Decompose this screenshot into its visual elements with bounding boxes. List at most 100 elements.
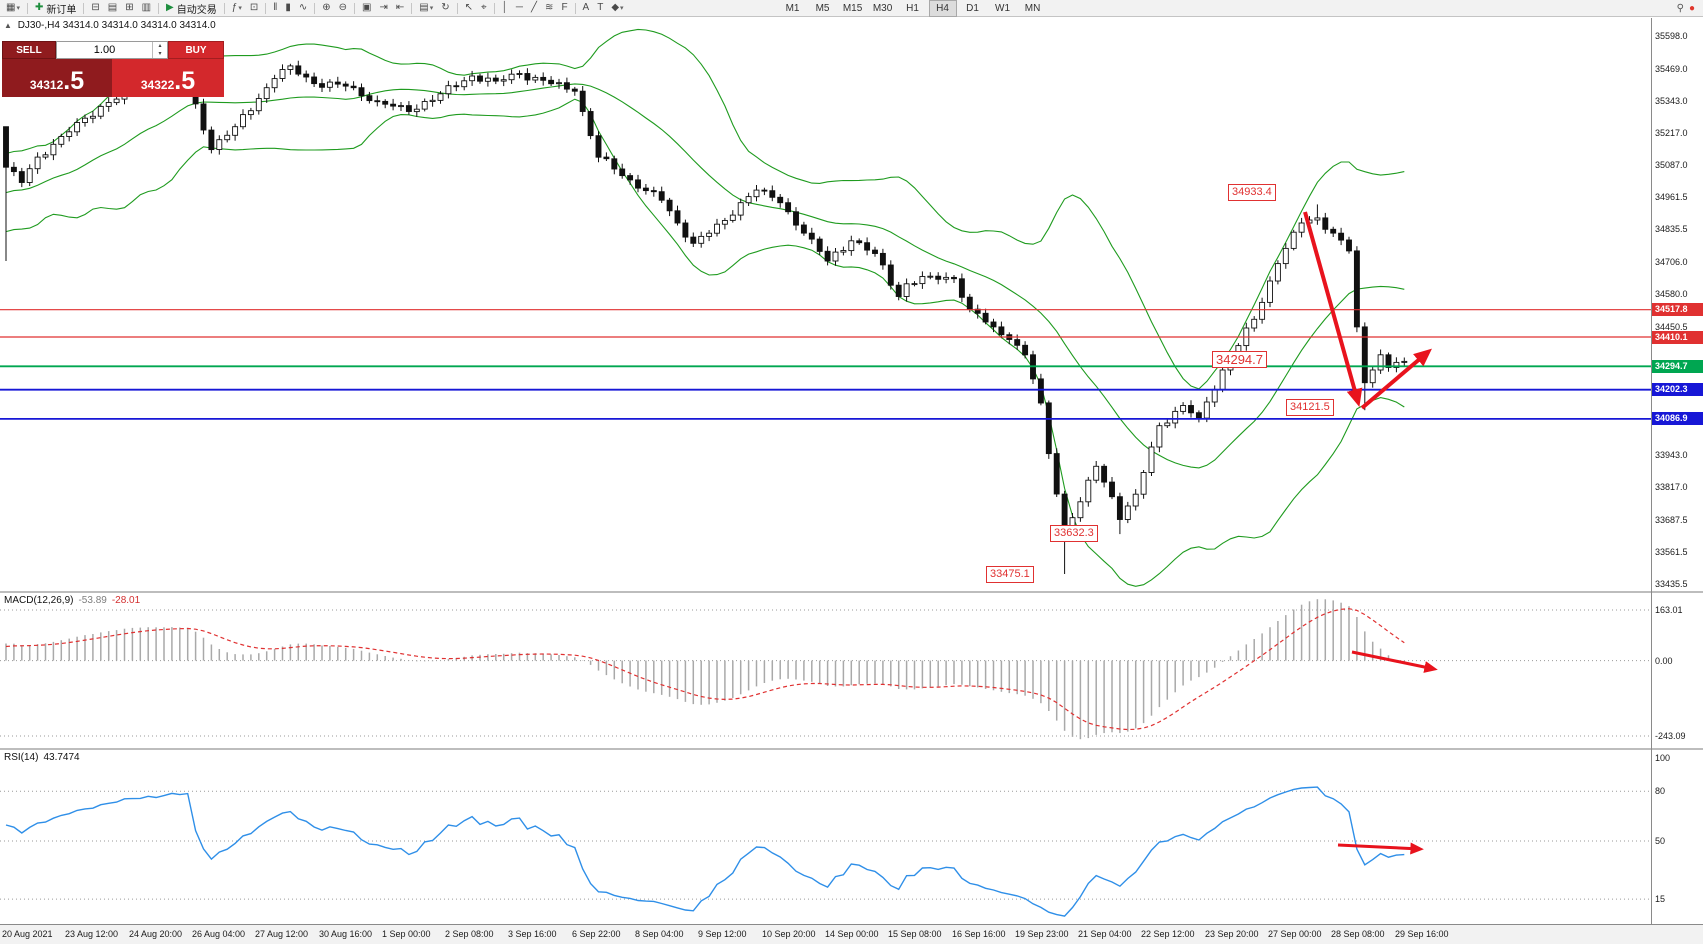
volume-increase-button[interactable]: ▴ [158,43,162,49]
new-chart-icon: ▦ [6,2,16,13]
chart-annotation-33475.1[interactable]: 33475.1 [986,566,1034,583]
fibonacci-icon[interactable]: F [558,0,570,17]
search-icon[interactable]: ⚲ [1676,2,1684,14]
data-window-icon[interactable]: ▤ [105,0,120,17]
price-tag-34294.7: 34294.7 [1652,360,1703,373]
bar-chart-icon[interactable]: ‖ [270,0,280,17]
terminal-icon[interactable]: ▥ [139,0,154,17]
time-axis-label: 16 Sep 16:00 [952,929,1006,939]
rsi-value: 43.7474 [43,752,80,763]
timeframe-h1[interactable]: H1 [906,2,919,14]
one-click-collapse-button[interactable]: ▲ [4,21,12,30]
zoom-in-icon[interactable]: ⊕ [319,0,333,17]
add-indicator-icon: ƒ [231,2,238,13]
tile-windows-icon[interactable]: ▣ [359,0,374,17]
line-chart-icon[interactable]: ∿ [296,0,310,17]
volume-decrease-button[interactable]: ▾ [158,51,162,57]
vertical-line-icon[interactable]: │ [499,0,511,17]
sell-button[interactable]: SELL [2,41,56,59]
time-axis-label: 26 Aug 04:00 [192,929,246,939]
add-indicator-icon[interactable]: ƒ ▾ [229,0,245,17]
zoom-out-icon[interactable]: ⊖ [336,0,350,17]
horizontal-level-lines[interactable] [0,309,1651,420]
price-tag-34202.3: 34202.3 [1652,383,1703,396]
buy-button[interactable]: BUY [168,41,224,59]
notification-icon[interactable]: ● [1688,2,1695,14]
timeframe-w1[interactable]: W1 [995,2,1011,14]
auto-scroll-icon[interactable]: ⇥ [377,0,391,17]
crosshair-icon[interactable]: ⌖ [478,0,490,17]
templates-icon[interactable]: ▤ ▾ [416,0,436,17]
timeframe-m30[interactable]: M30 [872,2,893,14]
navigator-icon: ⊞ [125,2,134,13]
trendline-icon: ╱ [531,2,538,13]
price-axis-label: 33687.5 [1655,515,1688,525]
toolbar-separator [314,2,316,14]
panel-separator-rsi[interactable] [0,748,1703,750]
sell-price[interactable]: 34312 .5 [2,59,112,97]
toolbar-right-icons: ⚲ ● [1677,1,1695,16]
new-order-button-label: 新订单 [46,4,77,16]
candlestick-chart-icon[interactable]: ▮ [282,0,294,17]
sell-price-big: .5 [63,67,85,95]
macd-signal-value: -28.01 [111,595,141,606]
toolbar-buttons: ▦ ▾ ✚ 新订单 ⊟ ▤ ⊞ ▥ ▶ 自动交易 ƒ ▾ ⊡ ‖ ▮ ∿ ⊕ ⊖ ▣ ⇥ ⇤ ▤ ▾ ↻ ↖ ⌖ │ ─ ╱ ≋ F A T ◆ ▾ [0,0,628,17]
volume-input[interactable] [57,42,152,58]
time-axis-label: 10 Sep 20:00 [762,929,816,939]
market-watch-icon[interactable]: ⊟ [88,0,102,17]
timeframe-d1[interactable]: D1 [966,2,979,14]
label-icon[interactable]: T [594,0,606,17]
cursor-icon[interactable]: ↖ [462,0,476,17]
new-order-button[interactable]: ✚ 新订单 [32,0,79,17]
price-axis-label: 35087.0 [1655,160,1688,170]
price-tag-34086.9: 34086.9 [1652,412,1703,425]
timeframe-m1[interactable]: M1 [785,2,800,14]
tile-windows-icon: ▣ [362,2,372,13]
crosshair-icon: ⌖ [481,2,487,13]
chart-annotation-33632.3[interactable]: 33632.3 [1050,525,1098,542]
timeframe-m15[interactable]: M15 [842,2,863,14]
caret-icon: ▾ [16,5,20,12]
chart-shift-icon[interactable]: ⇤ [393,0,407,17]
chart-annotation-34121.5[interactable]: 34121.5 [1286,399,1334,416]
volume-spinner: ▴ ▾ [152,42,167,58]
price-axis-label: 35217.0 [1655,128,1688,138]
zoom-out-icon: ⊖ [338,2,348,13]
cursor-icon: ↖ [464,2,474,13]
refresh-icon[interactable]: ↻ [438,0,452,17]
rsi-axis-label: 80 [1655,786,1666,796]
trend-arrows[interactable] [1303,211,1438,855]
timeframe-mn[interactable]: MN [1024,2,1041,14]
objects-list-icon[interactable]: ⊡ [247,0,261,17]
new-chart-icon[interactable]: ▦ ▾ [3,0,23,17]
trendline-icon[interactable]: ╱ [528,0,540,17]
navigator-icon[interactable]: ⊞ [122,0,136,17]
timeframe-m5[interactable]: M5 [815,2,830,14]
text-icon[interactable]: A [580,0,593,17]
toolbar-separator [223,2,225,14]
macd-indicator-label: MACD(12,26,9) -53.89 -28.01 [4,595,145,606]
price-axis-label: 34835.5 [1655,224,1688,234]
horizontal-line-icon[interactable]: ─ [513,0,526,17]
buy-price[interactable]: 34322 .5 [112,59,224,97]
auto-trading-button[interactable]: ▶ 自动交易 [163,0,220,17]
timeframe-h4[interactable]: H4 [928,0,957,17]
price-axis-label: 33435.5 [1655,579,1688,589]
shapes-icon[interactable]: ◆ ▾ [608,0,626,17]
time-axis-label: 27 Aug 12:00 [255,929,309,939]
chart-annotation-34294.7[interactable]: 34294.7 [1212,351,1267,368]
channel-icon[interactable]: ≋ [542,0,556,17]
time-axis-strip[interactable] [0,924,1703,944]
panel-separator-macd[interactable] [0,591,1703,593]
toolbar-separator [158,2,160,14]
one-click-trading-panel: SELL ▴ ▾ BUY 34312 .5 34322 .5 [2,41,224,97]
macd-axis-label: 0.00 [1655,656,1673,666]
time-axis-label: 24 Aug 20:00 [129,929,183,939]
toolbar-separator [265,2,267,14]
chart-annotation-34933.4[interactable]: 34933.4 [1228,184,1276,201]
caret-icon: ▾ [238,5,242,12]
timeframe-buttons: M1 M5 M15 M30 H1 H4 D1 W1 MN [778,0,1048,17]
time-axis-label: 9 Sep 12:00 [698,929,747,939]
toolbar-separator [493,2,495,14]
